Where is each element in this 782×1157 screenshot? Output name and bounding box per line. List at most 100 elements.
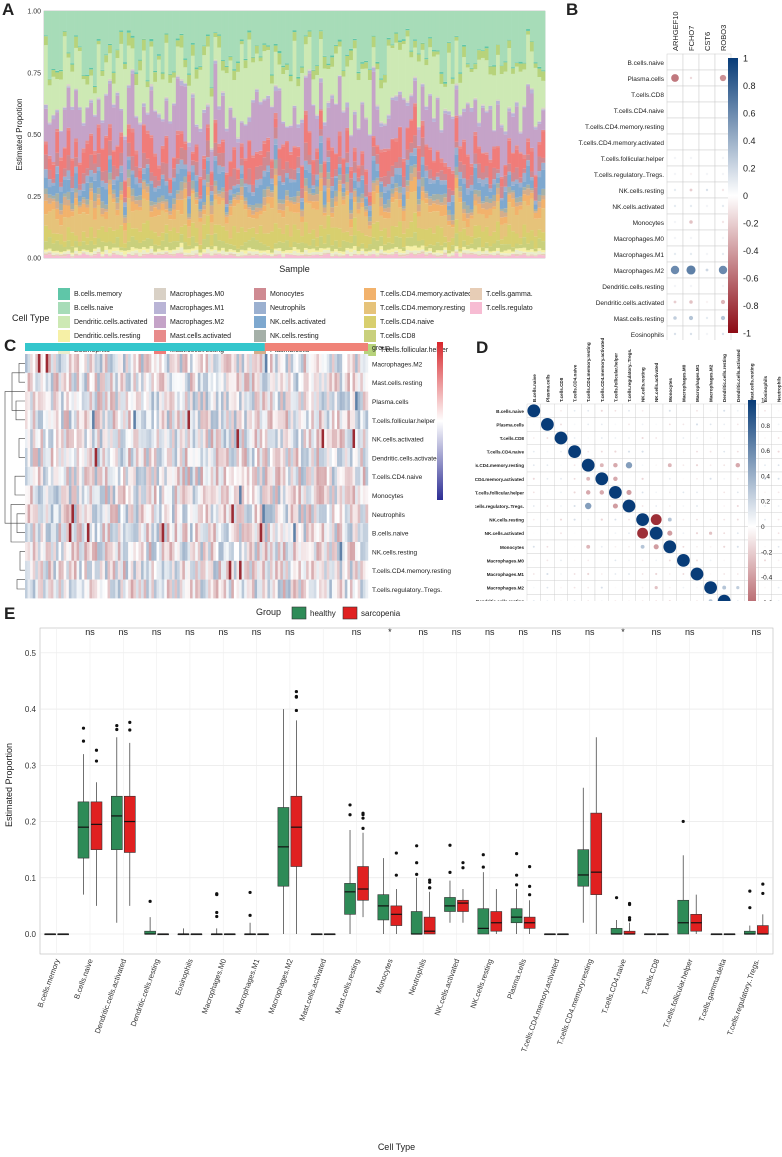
- heat-cell: [280, 560, 284, 580]
- stack-segment: [311, 208, 316, 230]
- heat-cell: [259, 485, 263, 505]
- stack-segment: [439, 184, 444, 195]
- heat-cell: [164, 354, 168, 373]
- heat-cell: [331, 466, 335, 486]
- stack-segment: [435, 250, 440, 253]
- stack-segment: [130, 128, 135, 133]
- stack-segment: [168, 195, 173, 209]
- heat-cell: [37, 579, 41, 599]
- stack-segment: [296, 86, 301, 124]
- stack-segment: [168, 214, 173, 220]
- stack-segment: [277, 209, 282, 214]
- heat-cell: [71, 523, 75, 542]
- stack-segment: [469, 166, 474, 176]
- stack-segment: [247, 121, 252, 141]
- stack-segment: [533, 252, 538, 256]
- stack-segment: [431, 245, 437, 253]
- stack-segment: [254, 153, 260, 167]
- legend-swatch: [254, 316, 266, 328]
- stack-segment: [522, 105, 527, 107]
- stack-segment: [390, 99, 395, 139]
- stack-segment: [104, 204, 109, 210]
- stack-segment: [375, 240, 380, 251]
- heat-row-label: Mast.cells.resting: [372, 380, 423, 387]
- stack-segment: [115, 50, 120, 59]
- stack-segment: [330, 57, 335, 67]
- heat-cell: [74, 504, 77, 524]
- corr-circle: [673, 124, 677, 128]
- stack-segment: [462, 250, 467, 253]
- heat-cell: [352, 372, 356, 392]
- heat-cell: [151, 410, 155, 430]
- stack-segment: [217, 143, 222, 147]
- stack-segment: [409, 192, 414, 222]
- heat-cell: [125, 504, 129, 524]
- stack-segment: [537, 68, 542, 77]
- heat-cell: [205, 523, 209, 542]
- stack-segment: [258, 11, 263, 57]
- stack-segment: [514, 253, 519, 257]
- stack-segment: [266, 171, 271, 187]
- stack-segment: [108, 53, 113, 79]
- heat-cell: [104, 542, 108, 561]
- heat-cell: [362, 410, 366, 430]
- stack-segment: [398, 254, 403, 257]
- heat-cell: [337, 448, 340, 467]
- corr-circle: [721, 284, 725, 288]
- stack-segment: [322, 253, 327, 255]
- heat-cell: [130, 354, 134, 373]
- heat-cell: [161, 542, 165, 561]
- heat-cell: [195, 485, 198, 505]
- stack-segment: [303, 169, 308, 179]
- stack-segment: [183, 58, 188, 60]
- heat-cell: [133, 448, 137, 467]
- stack-segment: [236, 203, 241, 233]
- stack-segment: [330, 256, 335, 257]
- row-label: Dendritic.cells.activated: [596, 300, 665, 307]
- heat-cell: [58, 579, 62, 599]
- heat-cell: [277, 466, 281, 486]
- heat-cell: [267, 429, 271, 448]
- heat-cell: [306, 372, 309, 392]
- stack-segment: [405, 105, 410, 128]
- heat-cell: [135, 448, 139, 467]
- stack-segment: [194, 11, 199, 68]
- stack-segment: [44, 104, 49, 105]
- heat-cell: [30, 429, 33, 448]
- heat-cell: [130, 504, 134, 524]
- stack-segment: [386, 150, 391, 172]
- heat-cell: [321, 429, 325, 448]
- legend-label: B.cells.memory: [74, 290, 122, 298]
- heat-cell: [112, 410, 116, 430]
- stack-segment: [345, 253, 350, 255]
- stack-segment: [254, 166, 260, 180]
- stack-segment: [439, 216, 444, 228]
- stack-segment: [175, 241, 180, 248]
- heat-cell: [365, 579, 369, 599]
- heat-cell: [172, 391, 175, 411]
- stack-segment: [157, 55, 162, 60]
- heat-cell: [68, 448, 72, 467]
- stack-segment: [111, 230, 116, 244]
- heat-cell: [221, 504, 224, 524]
- stack-segment: [141, 103, 147, 107]
- heat-cell: [48, 448, 51, 467]
- heat-cell: [66, 560, 70, 580]
- legend-item: Mast.cells.activated: [154, 330, 231, 342]
- stack-segment: [322, 121, 327, 123]
- stack-segment: [488, 251, 493, 254]
- stack-segment: [311, 255, 316, 258]
- stack-segment: [138, 124, 143, 168]
- heat-cell: [89, 504, 93, 524]
- heat-cell: [262, 372, 266, 392]
- stack-segment: [115, 145, 120, 147]
- heat-cell: [115, 504, 119, 524]
- heat-cell: [259, 560, 263, 580]
- stack-segment: [202, 46, 207, 56]
- stack-segment: [537, 201, 542, 208]
- stack-segment: [66, 86, 71, 88]
- heat-cell: [97, 560, 100, 580]
- stack-segment: [488, 191, 493, 199]
- stack-segment: [92, 201, 98, 208]
- heat-cell: [324, 523, 327, 542]
